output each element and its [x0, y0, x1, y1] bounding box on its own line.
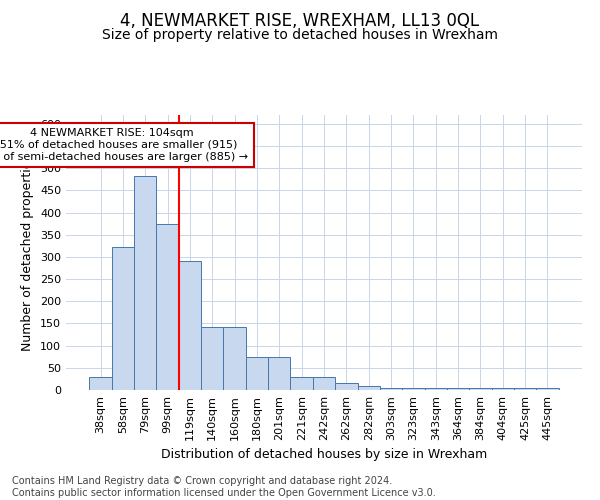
- Bar: [223, 326, 246, 390]
- Bar: [134, 176, 157, 390]
- Bar: [358, 386, 380, 390]
- Bar: [246, 356, 268, 390]
- X-axis label: Distribution of detached houses by size in Wrexham: Distribution of detached houses by size …: [161, 448, 487, 462]
- Bar: [112, 247, 134, 390]
- Bar: [290, 376, 313, 390]
- Y-axis label: Number of detached properties: Number of detached properties: [22, 154, 34, 351]
- Text: 4 NEWMARKET RISE: 104sqm
← 51% of detached houses are smaller (915)
49% of semi-: 4 NEWMARKET RISE: 104sqm ← 51% of detach…: [0, 128, 248, 162]
- Bar: [425, 388, 447, 390]
- Bar: [536, 388, 559, 390]
- Bar: [179, 262, 201, 390]
- Bar: [268, 356, 290, 390]
- Bar: [447, 388, 469, 390]
- Bar: [491, 388, 514, 390]
- Bar: [514, 388, 536, 390]
- Bar: [89, 376, 112, 390]
- Bar: [335, 383, 358, 390]
- Bar: [380, 388, 402, 390]
- Text: Contains HM Land Registry data © Crown copyright and database right 2024.
Contai: Contains HM Land Registry data © Crown c…: [12, 476, 436, 498]
- Bar: [313, 376, 335, 390]
- Bar: [157, 224, 179, 390]
- Bar: [201, 326, 223, 390]
- Bar: [402, 388, 425, 390]
- Bar: [469, 388, 491, 390]
- Text: 4, NEWMARKET RISE, WREXHAM, LL13 0QL: 4, NEWMARKET RISE, WREXHAM, LL13 0QL: [121, 12, 479, 30]
- Text: Size of property relative to detached houses in Wrexham: Size of property relative to detached ho…: [102, 28, 498, 42]
